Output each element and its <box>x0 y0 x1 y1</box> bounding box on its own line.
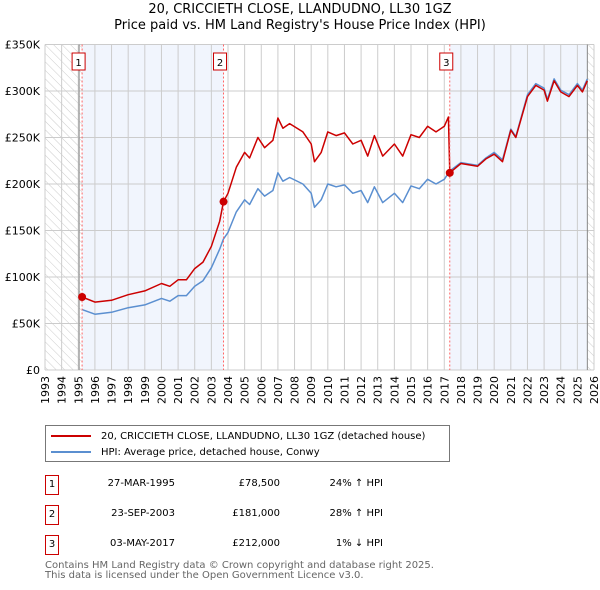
x-tick-label: 2000 <box>155 376 168 404</box>
sale-label-box <box>213 52 228 71</box>
hatched-no-data-region <box>587 44 594 370</box>
footer-line-1: Contains HM Land Registry data © Crown c… <box>45 560 434 571</box>
title-line-2: Price paid vs. HM Land Registry's House … <box>114 18 486 33</box>
legend: 20, CRICCIETH CLOSE, LLANDUDNO, LL30 1GZ… <box>45 425 450 462</box>
price-chart: 1 2 3 1993 1994 1995 1996 1997 1998 1999 2000 2001 2… <box>5 39 600 405</box>
x-tick-label: 2024 <box>555 376 568 404</box>
sale-point <box>219 197 228 206</box>
x-tick-label: 2022 <box>521 376 534 404</box>
sale-date: 03-MAY-2017 <box>109 538 175 549</box>
x-tick-label: 2011 <box>338 376 351 404</box>
x-tick-label: 1999 <box>139 376 152 404</box>
x-tick-label: 2012 <box>355 376 368 404</box>
x-tick-label: 1997 <box>106 376 119 404</box>
legend-label: HPI: Average price, detached house, Conw… <box>101 446 320 458</box>
x-tick-label: 2016 <box>422 376 435 404</box>
y-tick-label: £250K <box>5 132 41 145</box>
hatched-no-data-region <box>45 44 83 370</box>
x-tick-label: 2019 <box>472 376 485 404</box>
sale-hpi-diff: 28% ↑ HPI <box>329 508 383 519</box>
sale-label: 1 <box>75 58 81 69</box>
legend-swatch-red <box>51 435 91 437</box>
legend-item-property: 20, CRICCIETH CLOSE, LLANDUDNO, LL30 1GZ… <box>46 428 425 444</box>
x-tick-label: 1998 <box>122 376 135 404</box>
sale-label-box <box>439 52 454 71</box>
y-tick-label: £100K <box>5 271 41 284</box>
sale-date: 23-SEP-2003 <box>111 508 175 519</box>
sale-row: 3 03-MAY-2017 £212,000 1% ↓ HPI <box>45 535 465 555</box>
x-tick-label: 2002 <box>189 376 202 404</box>
sale-label-box <box>71 52 86 71</box>
sale-number-badge: 2 <box>45 505 59 525</box>
x-tick-label: 2008 <box>289 376 302 404</box>
x-tick-label: 2017 <box>438 376 451 404</box>
x-tick-label: 2005 <box>239 376 252 404</box>
legend-item-hpi: HPI: Average price, detached house, Conw… <box>46 444 320 460</box>
x-tick-label: 2004 <box>222 376 235 404</box>
sale-row: 2 23-SEP-2003 £181,000 28% ↑ HPI <box>45 505 465 525</box>
shaded-ownership-period <box>82 44 224 370</box>
footer-attribution: Contains HM Land Registry data © Crown c… <box>45 561 434 581</box>
x-tick-label: 2015 <box>405 376 418 404</box>
x-tick-label: 2018 <box>455 376 468 404</box>
sale-price: £212,000 <box>232 538 280 549</box>
x-tick-label: 1993 <box>39 376 52 404</box>
x-tick-label: 2010 <box>322 376 335 404</box>
sale-label: 2 <box>217 58 223 69</box>
x-tick-label: 1994 <box>56 376 69 404</box>
x-tick-label: 2001 <box>172 376 185 404</box>
sale-row: 1 27-MAR-1995 £78,500 24% ↑ HPI <box>45 475 465 495</box>
x-tick-label: 2013 <box>372 376 385 404</box>
sale-label: 3 <box>443 58 449 69</box>
y-tick-label: £200K <box>5 178 41 191</box>
sale-number-badge: 1 <box>45 475 59 495</box>
footer-line-2: This data is licensed under the Open Gov… <box>45 570 364 581</box>
sale-point <box>78 292 87 301</box>
x-tick-label: 2026 <box>588 376 600 404</box>
x-tick-label: 2014 <box>388 376 401 404</box>
sale-point <box>445 168 454 177</box>
x-tick-label: 2009 <box>305 376 318 404</box>
y-tick-label: £0 <box>26 364 40 377</box>
legend-label: 20, CRICCIETH CLOSE, LLANDUDNO, LL30 1GZ… <box>101 430 426 442</box>
legend-swatch-blue <box>51 451 91 453</box>
x-tick-label: 2025 <box>571 376 584 404</box>
title-line-1: 20, CRICCIETH CLOSE, LLANDUDNO, LL30 1GZ <box>148 2 452 17</box>
price-paid-line <box>81 80 588 303</box>
y-tick-label: £350K <box>5 39 41 52</box>
sale-hpi-diff: 24% ↑ HPI <box>329 478 383 489</box>
x-tick-label: 2003 <box>205 376 218 404</box>
sale-number-badge: 3 <box>45 535 59 555</box>
x-tick-label: 2006 <box>255 376 268 404</box>
chart-title: 20, CRICCIETH CLOSE, LLANDUDNO, LL30 1GZ… <box>0 2 600 34</box>
sale-date: 27-MAR-1995 <box>107 478 175 489</box>
x-tick-label: 2007 <box>272 376 285 404</box>
x-tick-label: 1996 <box>89 376 102 404</box>
x-tick-label: 1995 <box>72 376 85 404</box>
x-tick-label: 2021 <box>505 376 518 404</box>
shaded-ownership-period <box>449 44 588 370</box>
sale-price: £181,000 <box>232 508 280 519</box>
y-tick-label: £300K <box>5 85 41 98</box>
x-tick-label: 2023 <box>538 376 551 404</box>
x-tick-label: 2020 <box>488 376 501 404</box>
y-tick-label: £150K <box>5 225 41 238</box>
sale-hpi-diff: 1% ↓ HPI <box>335 538 383 549</box>
y-tick-label: £50K <box>12 318 41 331</box>
sale-price: £78,500 <box>238 478 280 489</box>
